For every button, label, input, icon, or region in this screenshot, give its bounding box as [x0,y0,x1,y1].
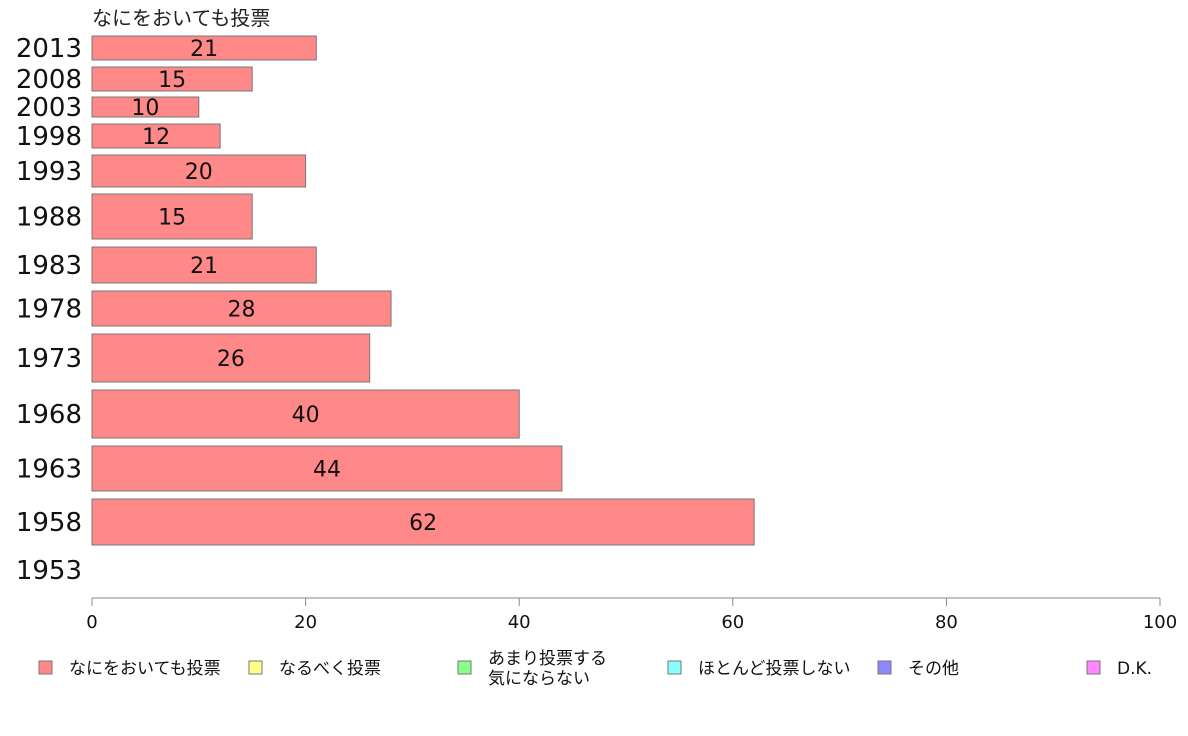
y-tick-label-2008: 2008 [16,65,82,95]
y-tick-label-1988: 1988 [16,203,82,233]
legend-label-0: なにをおいても投票 [69,659,221,679]
data-label-2008: 15 [158,68,186,93]
data-label-1993: 20 [185,160,213,185]
legend-label-2: あまり投票する気にならない [488,649,607,689]
y-tick-label-1973: 1973 [16,344,82,374]
legend-label-4: その他 [908,659,959,679]
legend-swatch-2 [457,660,472,675]
bar-2008 [91,66,253,92]
x-tick-label-80: 80 [935,612,958,633]
data-label-1988: 15 [158,206,186,231]
y-tick-label-1983: 1983 [16,251,82,281]
x-tick-label-100: 100 [1143,612,1177,633]
chart-title: なにをおいても投票 [92,6,270,30]
bar-1998 [91,123,221,149]
data-label-1963: 44 [313,458,341,483]
data-label-1983: 21 [190,254,218,279]
legend-swatch-0 [38,660,53,675]
bar-2003 [91,96,200,118]
data-label-1998: 12 [142,125,170,150]
x-tick-label-20: 20 [294,612,317,633]
bar-1958 [91,498,755,546]
legend-swatch-4 [877,660,892,675]
bar-1968 [91,389,520,439]
y-tick-label-2013: 2013 [16,34,82,64]
bar-2013 [91,35,317,61]
data-label-2003: 10 [131,96,159,121]
bar-1988 [91,193,253,240]
y-tick-label-1953: 1953 [16,556,82,586]
x-tick-label-0: 0 [86,612,97,633]
bar-1973 [91,333,371,383]
data-label-1968: 40 [292,403,320,428]
legend-label-5: D.K. [1117,659,1152,679]
data-label-2013: 21 [190,37,218,62]
data-label-1958: 62 [409,511,437,536]
y-tick-label-1993: 1993 [16,157,82,187]
y-tick-label-1968: 1968 [16,400,82,430]
data-label-1978: 28 [228,298,256,323]
y-tick-label-2003: 2003 [16,93,82,123]
y-tick-label-1978: 1978 [16,295,82,325]
y-tick-label-1963: 1963 [16,455,82,485]
bar-1978 [91,290,392,327]
x-tick-label-60: 60 [721,612,744,633]
legend-swatch-1 [248,660,263,675]
bar-1963 [91,445,563,492]
y-tick-label-1958: 1958 [16,508,82,538]
bar-1983 [91,246,317,284]
x-tick-label-40: 40 [508,612,531,633]
data-label-1973: 26 [217,347,245,372]
legend-label-3: ほとんど投票しない [698,659,851,679]
legend-swatch-3 [667,660,682,675]
legend-label-1: なるべく投票 [279,659,381,679]
bar-1993 [91,154,307,188]
y-tick-label-1998: 1998 [16,122,82,152]
legend-swatch-5 [1086,660,1101,675]
